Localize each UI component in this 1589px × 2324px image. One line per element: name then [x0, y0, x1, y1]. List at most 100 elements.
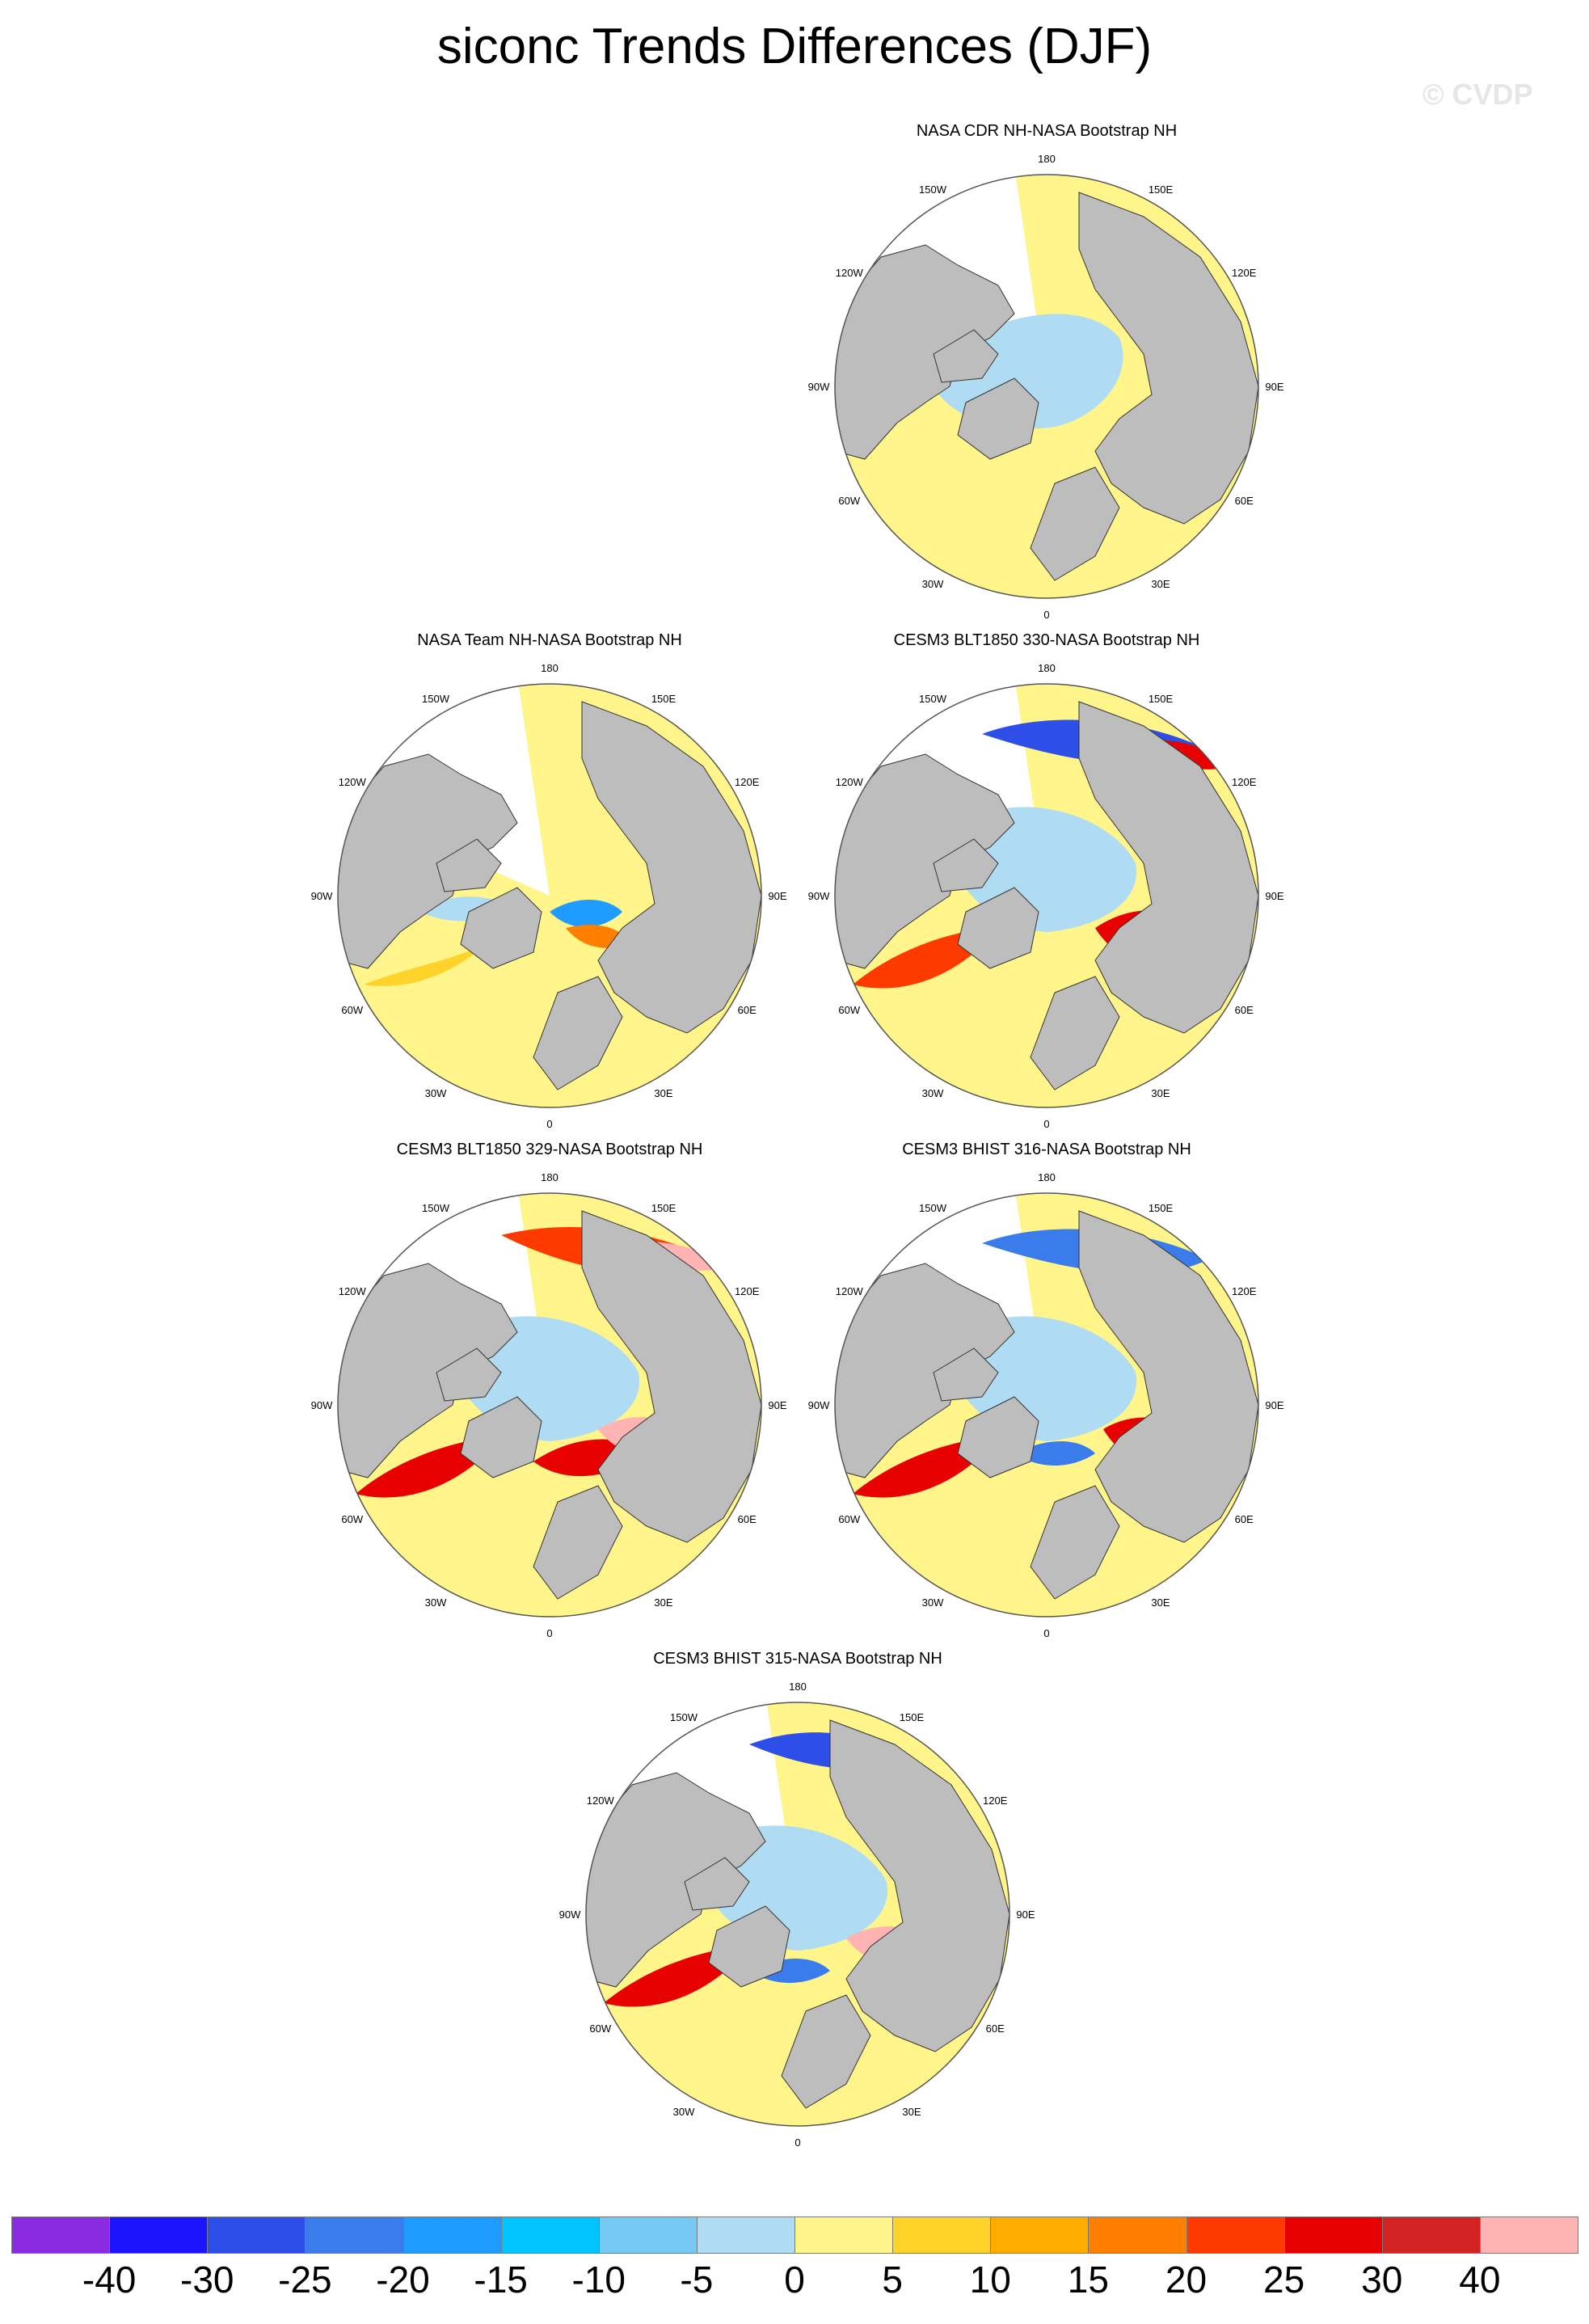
land-mass [460, 887, 542, 969]
colorbar-tick-label: 0 [784, 2259, 805, 2301]
longitude-label: 150E [1149, 1202, 1174, 1214]
longitude-label: 90W [559, 1909, 581, 1921]
panel-title: CESM3 BLT1850 329-NASA Bootstrap NH [396, 1141, 703, 1158]
colorbar-swatch [207, 2216, 306, 2254]
longitude-label: 30W [922, 1596, 944, 1609]
land-mass [586, 1772, 766, 1988]
map-boundary [834, 1192, 1259, 1618]
longitude-label: 150W [919, 1202, 947, 1214]
colorbar-swatch [1186, 2216, 1285, 2254]
colorbar-tick-label: 40 [1459, 2259, 1501, 2301]
longitude-label: 30E [1151, 1596, 1170, 1609]
map-panel: CESM3 BHIST 316-NASA Bootstrap NH 180 150E… [796, 1140, 1297, 1657]
longitude-label: 60W [838, 1513, 860, 1525]
longitude-label: 120W [836, 1285, 864, 1297]
sea-ice-anomaly-region [1014, 1441, 1095, 1466]
colorbar-tick-label: -20 [376, 2259, 430, 2301]
land-mass [1078, 1210, 1258, 1543]
polar-map: 180 150E 120E 90E 60E 30E 0 30W 60W 90W 120W 150W [311, 1171, 787, 1639]
land-mass [829, 1719, 1009, 2052]
map-boundary [834, 683, 1259, 1108]
colorbar-swatch [598, 2216, 698, 2254]
colorbar-swatch [403, 2216, 502, 2254]
map-boundary [337, 683, 762, 1108]
longitude-label: 120E [1232, 267, 1257, 279]
land-mass [1030, 466, 1120, 581]
polar-map: 180 150E 120E 90E 60E 30E 0 30W 60W 90W 120W 150W [311, 662, 787, 1130]
land-mass [1078, 192, 1258, 525]
longitude-label: 150E [651, 1202, 676, 1214]
longitude-label: 0 [1043, 1118, 1049, 1130]
colorbar-swatch [990, 2216, 1090, 2254]
longitude-label: 60E [1235, 495, 1254, 507]
sea-ice-anomaly-region [550, 900, 622, 927]
longitude-label: 60W [341, 1004, 363, 1016]
longitude-label: 90E [768, 890, 786, 902]
longitude-label: 150W [422, 1202, 450, 1214]
land-mass [436, 838, 502, 892]
map-boundary [337, 1192, 762, 1618]
longitude-label: 0 [1043, 1627, 1049, 1639]
land-mass [933, 838, 999, 892]
land-mass [581, 701, 761, 1034]
colorbar-tick-label: -25 [278, 2259, 332, 2301]
colorbar-swatch [1479, 2216, 1578, 2254]
cvdp-watermark: © CVDP [1423, 78, 1533, 111]
longitude-label: 30E [654, 1596, 672, 1609]
map-panel: NASA Team NH-NASA Bootstrap NH 180 150E 120… [299, 631, 800, 1148]
colorbar-tick-label: 25 [1263, 2259, 1305, 2301]
panel-title: CESM3 BHIST 315-NASA Bootstrap NH [653, 1650, 942, 1668]
longitude-label: 120E [735, 1285, 760, 1297]
longitude-label: 30W [425, 1596, 447, 1609]
longitude-label: 30W [922, 1087, 944, 1099]
polar-map: 180 150E 120E 90E 60E 30E 0 30W 60W 90W 120W 150W [808, 1171, 1284, 1639]
colorbar-tick-label: 15 [1067, 2259, 1109, 2301]
longitude-label: 60W [838, 495, 860, 507]
colorbar-swatch [305, 2216, 404, 2254]
land-mass [835, 244, 1015, 460]
longitude-label: 120E [735, 776, 760, 788]
colorbar-tick-label: -15 [474, 2259, 528, 2301]
longitude-label: 0 [1043, 609, 1049, 621]
longitude-label: 0 [546, 1118, 552, 1130]
land-mass [933, 1348, 999, 1402]
longitude-label: 120W [339, 1285, 367, 1297]
polar-map: 180 150E 120E 90E 60E 30E 0 30W 60W 90W 120W 150W [808, 662, 1284, 1130]
land-mass [835, 753, 1015, 969]
longitude-label: 0 [546, 1627, 552, 1639]
longitude-label: 90W [311, 890, 333, 902]
longitude-label: 90W [311, 1399, 333, 1411]
longitude-label: 90W [808, 890, 830, 902]
map-boundary [585, 1702, 1010, 2127]
longitude-label: 90E [1265, 1399, 1283, 1411]
land-mass [957, 377, 1039, 460]
polar-map: 180 150E 120E 90E 60E 30E 0 30W 60W 90W 120W 150W [559, 1681, 1035, 2149]
longitude-label: 180 [541, 1171, 558, 1183]
longitude-label: 120W [836, 267, 864, 279]
land-mass [338, 753, 518, 969]
figure-title: siconc Trends Differences (DJF) [436, 19, 1153, 74]
longitude-label: 60E [738, 1513, 757, 1525]
longitude-label: 180 [1038, 153, 1056, 165]
longitude-label: 90E [1265, 890, 1283, 902]
longitude-label: 90E [768, 1399, 786, 1411]
longitude-label: 30E [1151, 1087, 1170, 1099]
colorbar-tick-label: 10 [969, 2259, 1011, 2301]
longitude-label: 180 [541, 662, 558, 674]
land-mass [1030, 976, 1120, 1090]
land-mass [933, 329, 999, 383]
longitude-label: 180 [789, 1681, 807, 1693]
land-mass [533, 1485, 623, 1600]
longitude-label: 90E [1265, 381, 1283, 393]
panel-title: CESM3 BLT1850 330-NASA Bootstrap NH [893, 631, 1200, 649]
map-panel: CESM3 BLT1850 330-NASA Bootstrap NH 180 15… [796, 631, 1297, 1148]
longitude-label: 150W [919, 693, 947, 705]
land-mass [1030, 1485, 1120, 1600]
panel-title: CESM3 BHIST 316-NASA Bootstrap NH [902, 1141, 1191, 1158]
land-mass [835, 1263, 1015, 1478]
colorbar-swatch [892, 2216, 992, 2254]
longitude-label: 30E [1151, 578, 1170, 590]
longitude-label: 150E [651, 693, 676, 705]
longitude-label: 0 [794, 2136, 800, 2149]
map-panel: CESM3 BHIST 315-NASA Bootstrap NH 180 150E… [547, 1649, 1048, 2166]
